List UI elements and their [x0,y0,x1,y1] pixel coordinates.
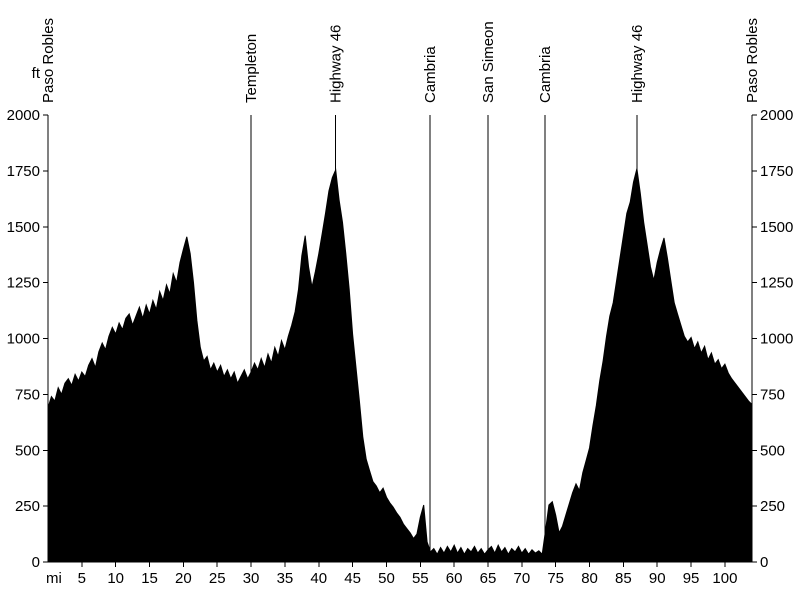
y-tick-label-right: 1750 [760,163,793,180]
marker-label: Cambria [422,46,439,103]
y-tick-label-right: 1000 [760,331,793,348]
y-tick-label-right: 1250 [760,275,793,292]
x-tick-label: 55 [412,570,429,587]
y-tick-label-left: 1250 [7,275,40,292]
x-tick-label: 100 [712,570,737,587]
y-tick-label-left: 1500 [7,219,40,236]
y-tick-label-left: 1000 [7,331,40,348]
y-tick-label-left: 2000 [7,107,40,124]
marker-label: Paso Robles [40,18,57,103]
x-tick-label: 95 [683,570,700,587]
x-tick-label: 50 [378,570,395,587]
x-tick-label: 5 [78,570,86,587]
x-tick-label: 70 [514,570,531,587]
x-tick-label: 10 [107,570,124,587]
y-tick-label-right: 1500 [760,219,793,236]
marker-label: Cambria [537,46,554,103]
x-tick-label: 15 [141,570,158,587]
x-tick-label: 45 [344,570,361,587]
y-tick-label-right: 2000 [760,107,793,124]
x-tick-label: 20 [175,570,192,587]
y-axis-unit-label: ft [32,65,41,82]
x-tick-label: 60 [446,570,463,587]
x-tick-label: 35 [277,570,294,587]
y-tick-label-left: 500 [15,442,40,459]
x-tick-label: 80 [581,570,598,587]
x-tick-label: 40 [310,570,327,587]
marker-label: Highway 46 [328,25,345,103]
y-tick-label-right: 250 [760,498,785,515]
y-tick-label-left: 1750 [7,163,40,180]
x-axis-unit-label: mi [46,570,62,587]
elevation-area [47,167,753,563]
y-tick-label-left: 750 [15,386,40,403]
y-tick-label-right: 500 [760,442,785,459]
x-tick-label: 65 [480,570,497,587]
marker-label: Paso Robles [744,18,761,103]
y-tick-label-left: 250 [15,498,40,515]
y-tick-label-right: 0 [760,554,768,571]
marker-label: San Simeon [480,21,497,103]
marker-label: Highway 46 [629,25,646,103]
x-tick-label: 25 [209,570,226,587]
y-tick-label-left: 0 [32,554,40,571]
x-tick-label: 75 [547,570,564,587]
marker-label: Templeton [243,34,260,103]
x-tick-label: 85 [615,570,632,587]
x-tick-label: 30 [243,570,260,587]
y-tick-label-right: 750 [760,386,785,403]
x-tick-label: 90 [649,570,666,587]
